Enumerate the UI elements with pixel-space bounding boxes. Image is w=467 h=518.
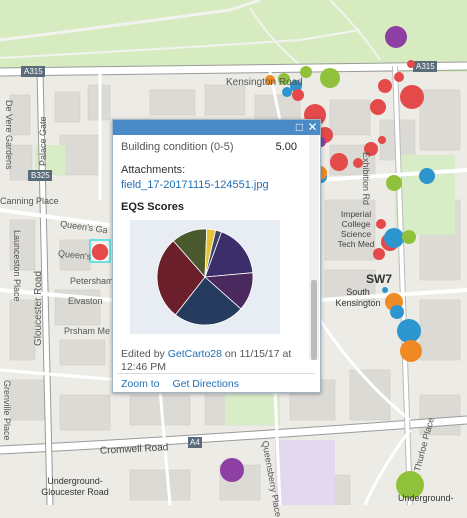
pie-slice-4[interactable] xyxy=(156,240,206,316)
pie-slice-1[interactable] xyxy=(204,231,254,278)
poi-label: Imperial College Science Tech Med xyxy=(337,209,375,249)
get-directions-link[interactable]: Get Directions xyxy=(172,378,239,390)
pie-slice-3[interactable] xyxy=(174,276,242,326)
scrollbar-track[interactable] xyxy=(309,135,319,360)
road-shield-label: A4 xyxy=(190,438,200,447)
road-label: Prsham Me xyxy=(64,326,111,336)
road-label: Elvaston xyxy=(68,296,103,306)
building-blocks xyxy=(9,84,461,505)
road-shield-label: B325 xyxy=(31,171,50,180)
road-label: Launceston Place xyxy=(12,230,22,302)
maximize-icon[interactable]: □ xyxy=(295,120,304,134)
road-label: Gloucester Road xyxy=(33,270,44,346)
feature-popup: □ ✕ Building condition (0-5) 5.00 Attach… xyxy=(112,119,321,393)
green-square xyxy=(395,155,455,235)
green-square xyxy=(225,395,280,425)
road-label: Grenville Place xyxy=(2,380,12,441)
road-label: Kensington Road xyxy=(226,77,303,88)
edited-suffix: on 11/15/17 at 12:46 PM xyxy=(121,348,292,373)
park-path xyxy=(329,0,381,61)
pie-slice-7[interactable] xyxy=(204,229,222,278)
road-shield xyxy=(413,61,437,72)
pie-chart xyxy=(156,228,254,326)
road-shield-label: A315 xyxy=(416,62,435,71)
road-shield xyxy=(21,66,45,77)
edited-prefix: Edited by xyxy=(121,348,165,360)
road-label: Palace Gate xyxy=(38,116,48,166)
divider xyxy=(117,373,315,374)
field-value: 5.00 xyxy=(275,141,297,153)
road-shield-label: A315 xyxy=(24,67,43,76)
attachments-label: Attachments: xyxy=(121,164,186,176)
zoom-to-link[interactable]: Zoom to xyxy=(121,378,160,390)
close-icon[interactable]: ✕ xyxy=(307,120,318,134)
edit-info: Edited by GetCarto28 on 11/15/17 at 12:4… xyxy=(121,348,311,374)
chart-container xyxy=(130,220,280,334)
road-shield xyxy=(188,437,202,448)
editor-link[interactable]: GetCarto28 xyxy=(167,348,222,360)
park-path xyxy=(0,0,261,42)
road-shield xyxy=(28,170,52,181)
poi-label: Underground-Gloucester Road xyxy=(41,476,109,497)
road-label: Canning Place xyxy=(0,196,59,206)
selection-highlight xyxy=(89,239,111,263)
road-label: De Vere Gardens xyxy=(4,100,14,170)
popup-header: □ ✕ xyxy=(113,120,320,135)
road-label: Petersham xyxy=(70,276,114,286)
road-label: Exhibition Rd xyxy=(361,152,371,206)
poi-label: Underground- xyxy=(398,493,454,503)
field-label: Building condition (0-5) xyxy=(121,141,234,153)
district-label: SW7 xyxy=(366,272,393,286)
map-points[interactable] xyxy=(90,26,435,499)
popup-content: Building condition (0-5) 5.00 Attachment… xyxy=(113,135,309,360)
popup-actions: Zoom to Get Directions xyxy=(121,378,249,390)
park-path xyxy=(249,7,301,66)
chart-title: EQS Scores xyxy=(121,201,184,213)
museum-area xyxy=(275,440,335,505)
field-row: Building condition (0-5) 5.00 xyxy=(121,141,297,153)
poi-label: South Kensington xyxy=(335,287,381,308)
road-network xyxy=(0,61,467,505)
scrollbar-thumb[interactable] xyxy=(311,280,317,360)
attachment-link[interactable]: field_17-20171115-124551.jpg xyxy=(121,179,269,191)
